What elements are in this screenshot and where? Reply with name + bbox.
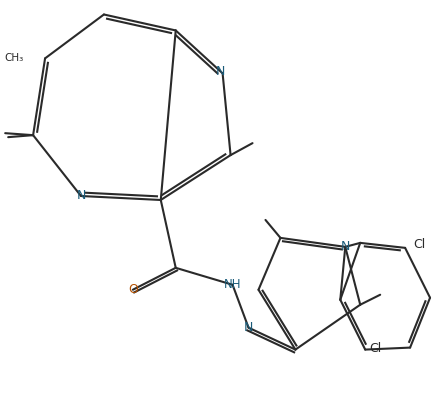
Text: O: O [128, 283, 138, 296]
Text: N: N [244, 321, 253, 334]
Text: CH₃: CH₃ [4, 53, 23, 63]
Text: Cl: Cl [413, 239, 426, 252]
Text: N: N [216, 65, 225, 78]
Text: Cl: Cl [369, 342, 381, 354]
Text: NH: NH [224, 278, 241, 291]
Text: N: N [341, 241, 350, 253]
Text: N: N [76, 189, 86, 202]
